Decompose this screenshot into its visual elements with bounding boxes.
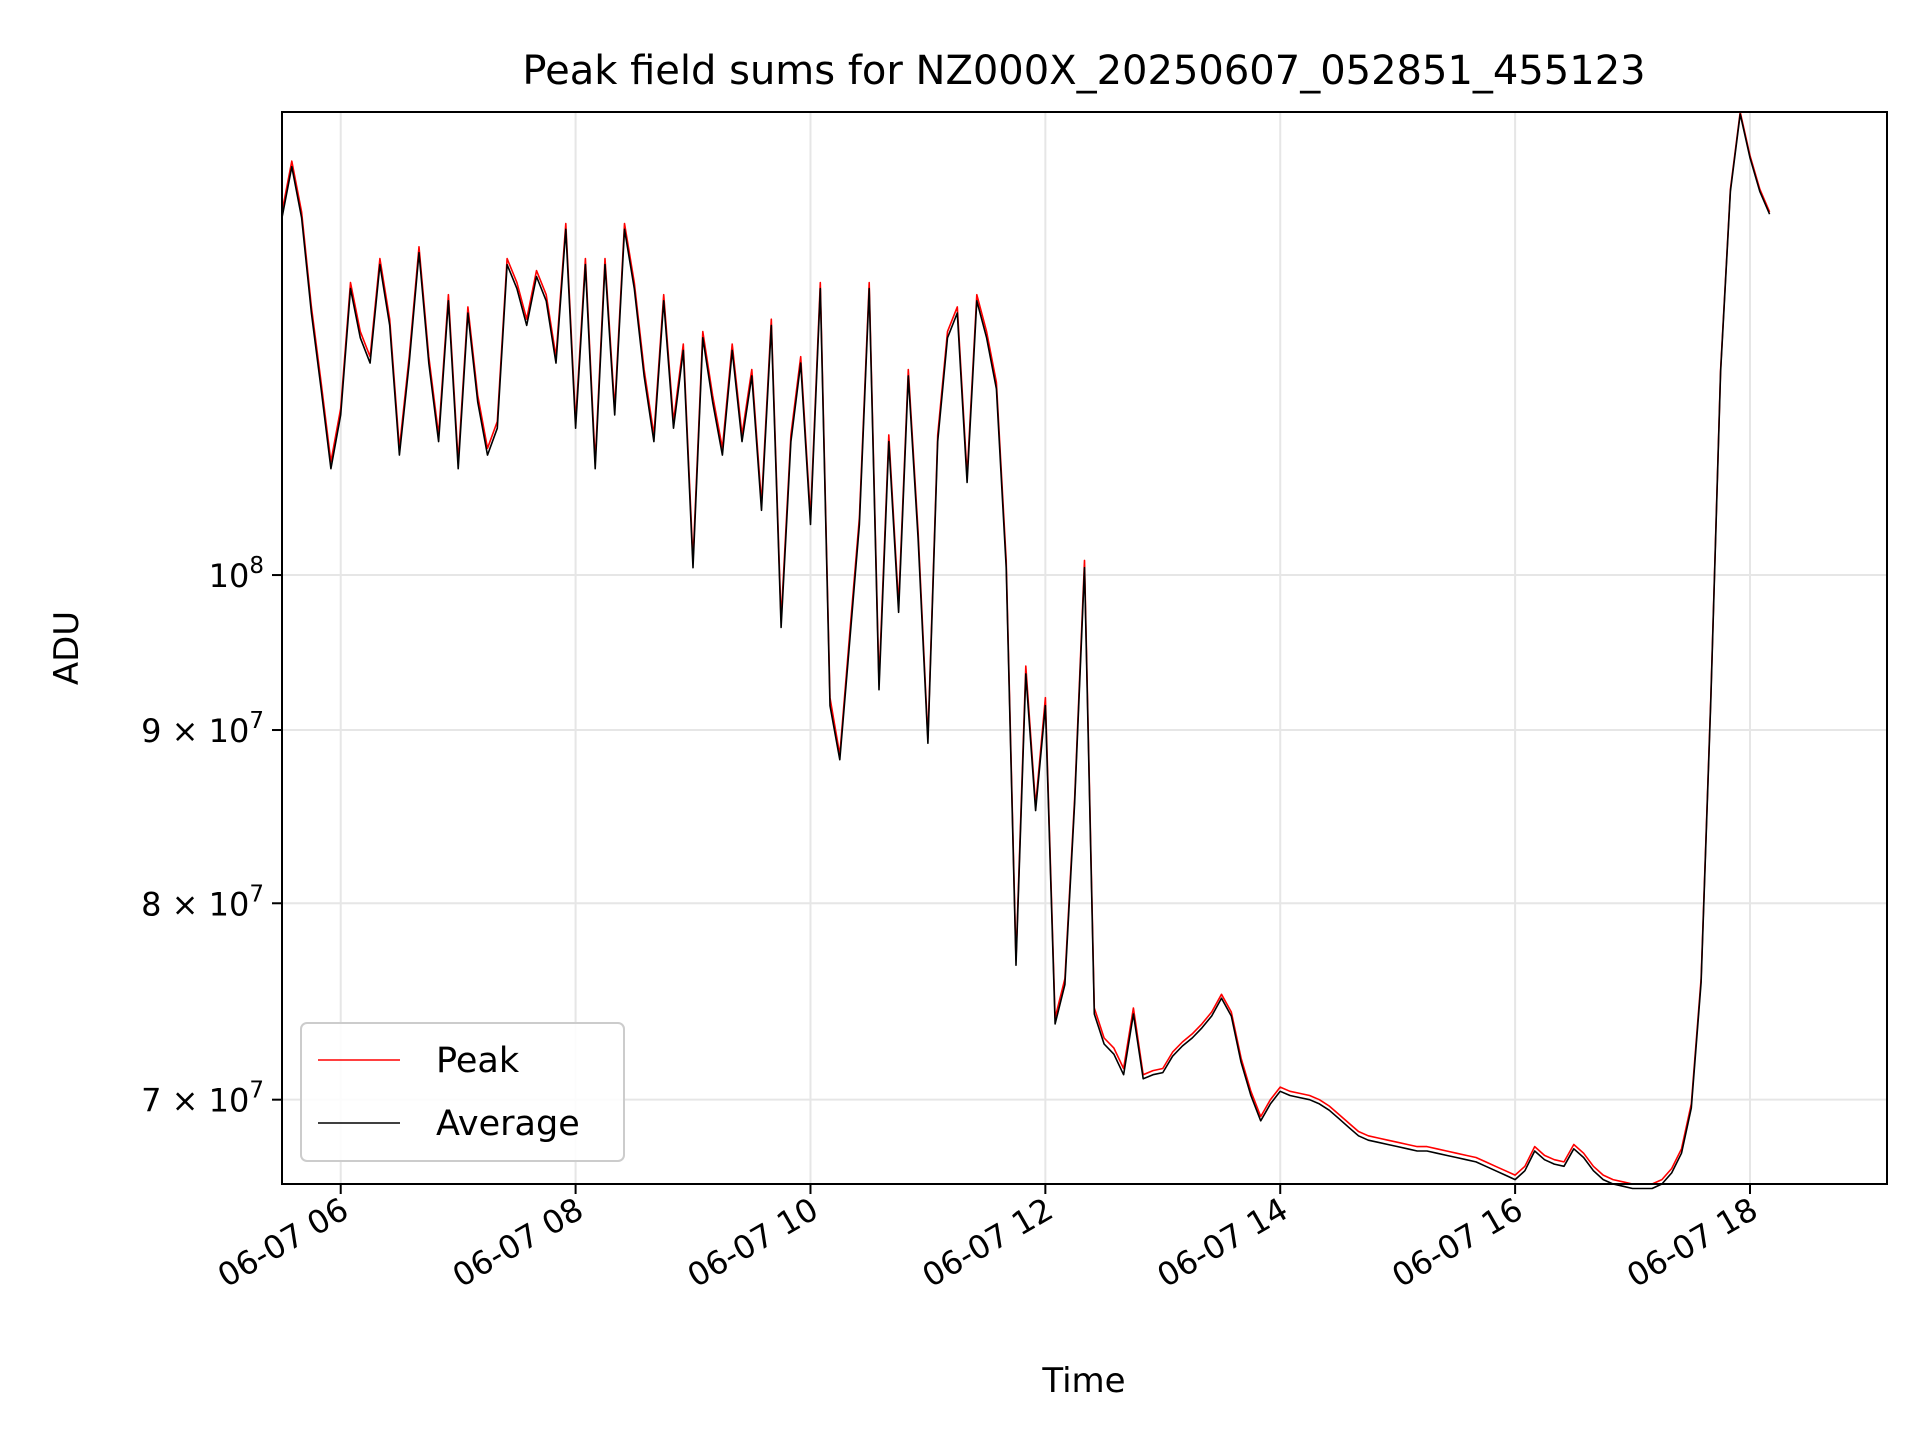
legend: Peak Average: [300, 1022, 625, 1162]
series-line-peak: [281, 111, 1771, 1185]
y-tick-label: 108: [209, 553, 264, 595]
y-tick-label: 8 × 107: [141, 881, 264, 923]
x-axis-label: Time: [1041, 1361, 1125, 1401]
y-tick-label: 7 × 107: [141, 1078, 264, 1120]
series-line-average: [281, 113, 1771, 1190]
plot-frame: [281, 111, 1888, 1185]
chart-title: Peak field sums for NZ000X_20250607_0528…: [522, 48, 1645, 94]
y-axis-label: ADU: [47, 611, 87, 685]
y-tick-label: 9 × 107: [141, 708, 264, 750]
legend-box: [300, 1022, 625, 1162]
legend-label-average: Average: [436, 1104, 580, 1144]
series-lines: [281, 111, 1771, 1190]
y-axis-ticks: 7 × 107 8 × 107 9 × 107 108: [141, 553, 282, 1120]
legend-label-peak: Peak: [436, 1041, 520, 1081]
